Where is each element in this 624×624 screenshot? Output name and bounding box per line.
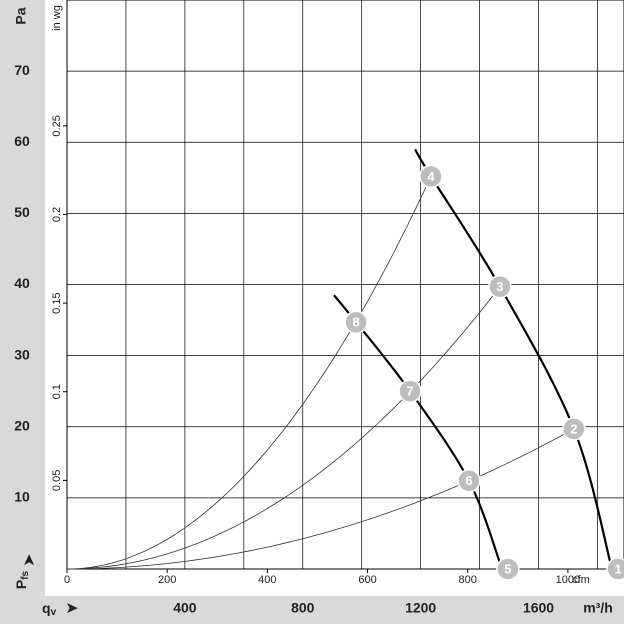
arrow: ➤ — [21, 554, 37, 566]
y2-tick-label: 0.2 — [51, 207, 63, 222]
pressure-symbol: Pfs — [13, 570, 31, 589]
bottom-band — [0, 596, 624, 624]
y2-tick-label: 0.25 — [51, 115, 63, 136]
point-label: 1 — [614, 561, 621, 576]
flow-symbol: qv — [42, 600, 57, 618]
x2-tick-label: 800 — [459, 574, 477, 586]
y2-tick-label: 0.1 — [51, 384, 63, 399]
x2-axis-label: cfm — [572, 574, 590, 586]
operating-point — [419, 164, 443, 189]
x-tick-label: 800 — [291, 600, 315, 616]
point-label: 6 — [465, 473, 472, 488]
operating-point — [562, 417, 586, 441]
system-curve — [66, 176, 432, 570]
point-label: 8 — [352, 315, 359, 330]
y-axis-label: Pa — [13, 7, 29, 24]
operating-point — [488, 274, 512, 299]
y-tick-label: 40 — [14, 275, 30, 291]
system-curve — [67, 428, 575, 570]
y-tick-label: 70 — [14, 62, 30, 78]
x2-tick-label: 200 — [158, 574, 176, 586]
point-label: 3 — [496, 279, 503, 294]
left-band — [0, 0, 45, 624]
point-label: 7 — [406, 384, 413, 399]
x2-tick-label: 1000 — [556, 574, 580, 586]
y2-axis-label: in wg — [51, 5, 63, 31]
x-tick-label: 400 — [173, 600, 197, 616]
y-tick-label: 50 — [14, 204, 30, 220]
arrow: ➤ — [66, 600, 78, 616]
x-tick-label: 1600 — [523, 600, 554, 616]
x-axis-label: m³/h — [583, 600, 613, 616]
y2-tick-label: 0.05 — [51, 470, 63, 491]
operating-point — [344, 310, 368, 334]
y-tick-label: 10 — [14, 489, 30, 505]
y-tick-label: 60 — [14, 133, 30, 149]
operating-point — [457, 469, 481, 493]
operating-point — [606, 557, 624, 581]
point-label: 2 — [570, 421, 577, 436]
y2-tick-label: 0.15 — [51, 292, 63, 313]
x2-tick-label: 0 — [64, 574, 70, 586]
x2-tick-label: 600 — [358, 574, 376, 586]
system-curve — [66, 286, 501, 570]
x2-tick-label: 400 — [258, 574, 276, 586]
y-tick-label: 20 — [14, 417, 30, 433]
point-label: 5 — [504, 561, 511, 576]
operating-point — [496, 557, 520, 581]
operating-point — [398, 379, 422, 403]
x-tick-label: 1200 — [405, 600, 436, 616]
point-label: 4 — [427, 169, 435, 184]
y-tick-label: 30 — [14, 346, 30, 362]
